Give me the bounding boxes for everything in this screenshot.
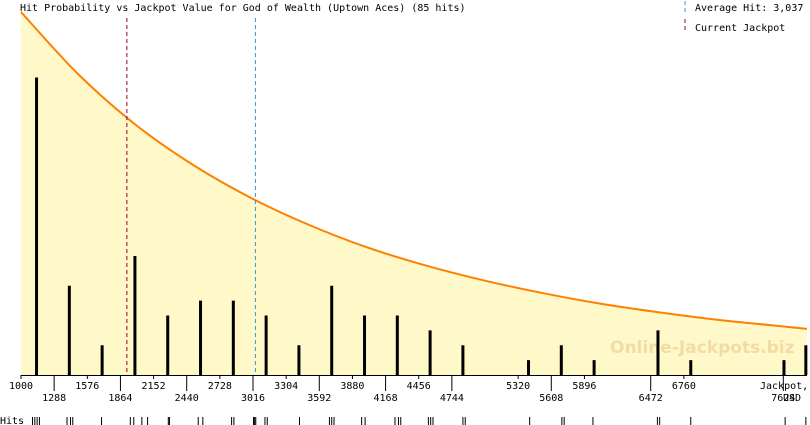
x-tick-label: 3880 — [340, 381, 364, 392]
x-tick-label: 5896 — [572, 381, 596, 392]
x-tick-label: 3304 — [274, 381, 298, 392]
hit-bar — [527, 360, 531, 375]
hit-bar — [231, 300, 235, 375]
x-tick-label: 1864 — [108, 393, 132, 404]
x-axis-label-jackpot: Jackpot, — [760, 381, 808, 392]
hit-bar — [689, 360, 693, 375]
hit-bar — [395, 315, 399, 375]
hit-bar — [461, 345, 465, 375]
x-tick-label: 2152 — [142, 381, 166, 392]
x-tick-label: 1000 — [9, 381, 33, 392]
hit-bar — [559, 345, 563, 375]
hit-bar — [804, 345, 808, 375]
x-tick-label: 6472 — [639, 393, 663, 404]
x-axis-label-usd: USD — [783, 393, 801, 404]
x-tick-label: 7624 — [771, 393, 795, 404]
x-tick-label: 5608 — [539, 393, 563, 404]
hit-bar — [35, 77, 39, 375]
hits-rug — [32, 417, 807, 425]
hit-bar — [782, 360, 786, 375]
hit-bar — [656, 330, 660, 375]
hit-bar — [199, 300, 203, 375]
x-tick-label: 2440 — [175, 393, 199, 404]
watermark: Online-Jackpots.biz — [610, 338, 795, 358]
hit-bar — [330, 285, 334, 375]
x-tick-label: 3592 — [307, 393, 331, 404]
legend-average-label: Average Hit: 3,037 — [695, 3, 803, 14]
x-axis-ticks: 1000 1576 2152 2728 3304 3880 4456 5320 5896 6760… — [9, 375, 795, 404]
hit-bar — [264, 315, 268, 375]
hit-bar — [133, 256, 137, 375]
hit-bar — [100, 345, 104, 375]
hit-bars — [35, 77, 808, 375]
hits-label: Hits — [0, 416, 24, 425]
x-tick-label: 6760 — [672, 381, 696, 392]
x-tick-label: 4168 — [374, 393, 398, 404]
x-tick-label: 4456 — [407, 381, 431, 392]
hit-bar — [67, 285, 71, 375]
hit-bar — [428, 330, 432, 375]
hit-bar — [363, 315, 367, 375]
x-tick-label: 1576 — [75, 381, 99, 392]
probability-curve — [20, 11, 808, 330]
x-tick-label: 5320 — [506, 381, 530, 392]
chart-title: Hit Probability vs Jackpot Value for God… — [20, 3, 466, 14]
x-tick-label: 1288 — [42, 393, 66, 404]
hit-bar — [166, 315, 170, 375]
x-tick-label: 4744 — [440, 393, 464, 404]
legend-current-label: Current Jackpot — [695, 23, 785, 34]
hit-bar — [297, 345, 301, 375]
x-tick-label: 3016 — [241, 393, 265, 404]
probability-area — [21, 12, 807, 376]
legend: Average Hit: 3,037 Current Jackpot — [684, 1, 803, 34]
x-tick-label: 2728 — [208, 381, 232, 392]
hit-bar — [592, 360, 596, 375]
